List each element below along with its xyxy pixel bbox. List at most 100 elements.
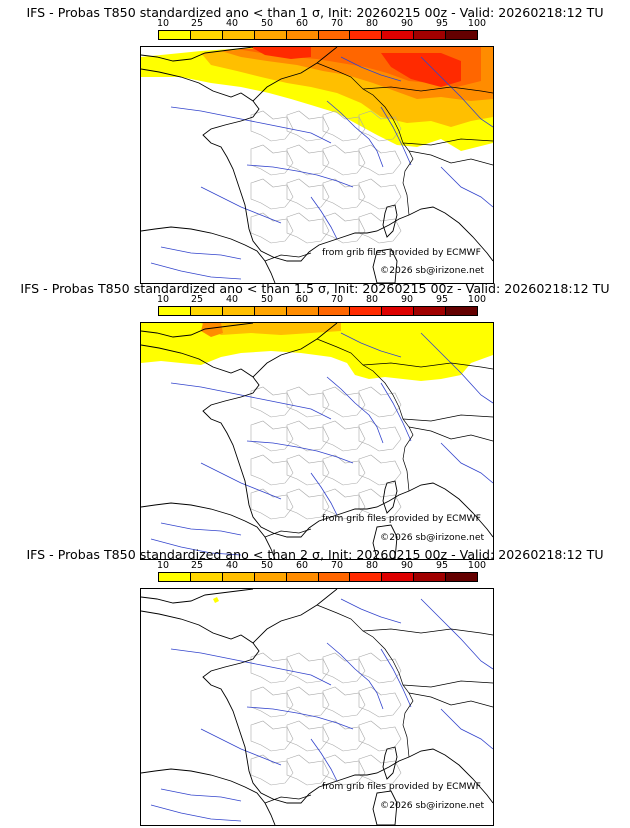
scale-swatch [350, 307, 383, 315]
country-borders [264, 604, 493, 804]
region-boundaries [250, 386, 402, 520]
scale-swatch [190, 573, 223, 581]
scale-swatch [446, 573, 478, 581]
scale-label: 70 [330, 294, 344, 305]
coastlines [141, 589, 493, 825]
scale-swatch [159, 573, 191, 581]
probability-map [140, 46, 494, 284]
scale-label: 90 [400, 294, 414, 305]
map-canvas [141, 323, 493, 559]
scale-swatch [350, 31, 383, 39]
source-note: from grib files provided by ECMWF [322, 513, 481, 524]
scale-label: 100 [467, 294, 487, 305]
scale-swatch [446, 307, 478, 315]
scale-label: 60 [295, 560, 309, 571]
scale-swatch [382, 307, 415, 315]
scale-swatch [222, 307, 255, 315]
color-scale-bar [158, 30, 478, 40]
scale-label: 95 [435, 18, 449, 29]
scale-label: 50 [260, 294, 274, 305]
scale-label: 25 [190, 18, 204, 29]
scale-swatch [159, 307, 191, 315]
scale-swatch [286, 573, 319, 581]
probability-overlay [141, 47, 493, 151]
rivers [150, 56, 493, 280]
scale-swatch [286, 307, 319, 315]
scale-swatch [222, 573, 255, 581]
coastlines [141, 47, 493, 283]
scale-label: 10 [156, 560, 170, 571]
panel-title: IFS - Probas T850 standardized ano < tha… [26, 547, 604, 562]
scale-label: 70 [330, 18, 344, 29]
scale-label: 100 [467, 560, 487, 571]
scale-swatch [318, 307, 351, 315]
forecast-panel-2: IFS - Probas T850 standardized ano < tha… [0, 281, 630, 560]
scale-label: 100 [467, 18, 487, 29]
probability-area [141, 323, 493, 381]
scale-swatch [350, 573, 383, 581]
source-note: from grib files provided by ECMWF [322, 781, 481, 792]
scale-label: 95 [435, 560, 449, 571]
map-canvas [141, 47, 493, 283]
scale-label: 80 [365, 560, 379, 571]
probability-map [140, 588, 494, 826]
forecast-panel-1: IFS - Probas T850 standardized ano < tha… [0, 5, 630, 284]
region-boundaries [250, 652, 402, 786]
scale-swatch [382, 31, 415, 39]
scale-label: 90 [400, 560, 414, 571]
scale-swatch [414, 573, 447, 581]
base-geography [141, 47, 493, 283]
copyright-note: ©2026 sb@irizone.net [380, 532, 485, 543]
scale-label: 95 [435, 294, 449, 305]
color-scale-bar [158, 572, 478, 582]
scale-swatch [190, 31, 223, 39]
scale-swatch [318, 31, 351, 39]
probability-area [201, 323, 341, 335]
probability-overlay [213, 597, 219, 603]
scale-label: 25 [190, 294, 204, 305]
color-scale-labels: 10 25 40 50 60 70 80 90 95 100 [145, 18, 487, 30]
scale-swatch [286, 31, 319, 39]
scale-label: 40 [225, 18, 239, 29]
country-borders [264, 62, 493, 262]
source-note: from grib files provided by ECMWF [322, 247, 481, 258]
forecast-panel-3: IFS - Probas T850 standardized ano < tha… [0, 547, 630, 826]
probability-map [140, 322, 494, 560]
panel-title: IFS - Probas T850 standardized ano < tha… [26, 5, 604, 20]
scale-swatch [446, 31, 478, 39]
scale-label: 90 [400, 18, 414, 29]
scale-swatch [159, 31, 191, 39]
scale-label: 50 [260, 18, 274, 29]
scale-swatch [254, 573, 287, 581]
color-scale-labels: 10 25 40 50 60 70 80 90 95 100 [145, 294, 487, 306]
panel-title: IFS - Probas T850 standardized ano < tha… [20, 281, 610, 296]
color-scale-labels: 10 25 40 50 60 70 80 90 95 100 [145, 560, 487, 572]
scale-label: 10 [156, 294, 170, 305]
scale-label: 60 [295, 18, 309, 29]
scale-swatch [190, 307, 223, 315]
scale-label: 70 [330, 560, 344, 571]
scale-swatch [254, 307, 287, 315]
copyright-note: ©2026 sb@irizone.net [380, 265, 485, 276]
scale-swatch [254, 31, 287, 39]
scale-swatch [382, 573, 415, 581]
color-scale-bar [158, 306, 478, 316]
rivers [150, 332, 493, 556]
country-borders [264, 338, 493, 538]
scale-label: 80 [365, 18, 379, 29]
base-geography [141, 323, 493, 559]
scale-label: 10 [156, 18, 170, 29]
scale-swatch [318, 573, 351, 581]
coastlines [141, 323, 493, 559]
probability-overlay [141, 323, 493, 381]
scale-label: 40 [225, 294, 239, 305]
scale-label: 60 [295, 294, 309, 305]
probability-area [201, 323, 223, 337]
scale-swatch [414, 307, 447, 315]
copyright-note: ©2026 sb@irizone.net [380, 800, 485, 811]
rivers [150, 598, 493, 822]
scale-swatch [414, 31, 447, 39]
probability-area [213, 597, 219, 603]
scale-swatch [222, 31, 255, 39]
probability-area [251, 47, 461, 87]
